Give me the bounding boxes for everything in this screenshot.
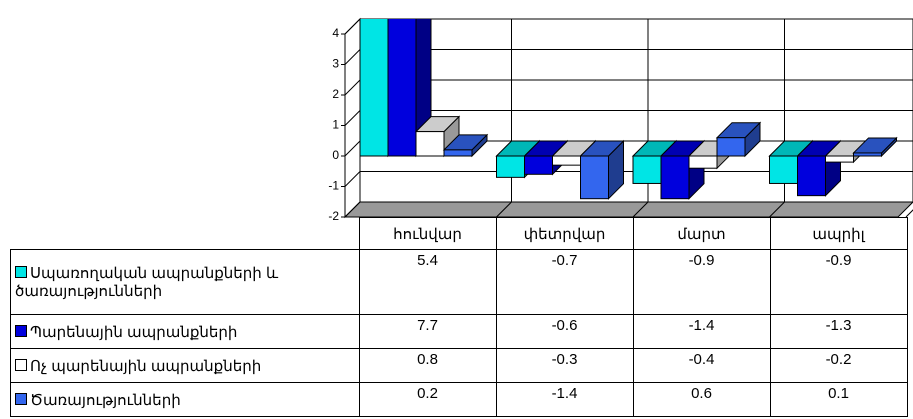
- legend-swatch: [15, 266, 27, 278]
- bar: [853, 152, 882, 157]
- bar: [716, 137, 746, 157]
- floor-divider: [905, 209, 913, 218]
- floor-divider: [632, 201, 649, 218]
- legend-swatch: [15, 324, 27, 337]
- legend-entry: Ծառայությունների: [10, 382, 360, 417]
- series-row: Ոչ պարենային ապրանքների 0.8 -0.3 -0.4 -0.2: [10, 348, 908, 383]
- bar: [387, 19, 417, 157]
- data-table: հունվար փետրվար մարտ ապրիլ Սպառողական ապրանք…: [10, 217, 908, 417]
- grid-line: [344, 171, 361, 187]
- bar: [415, 131, 445, 157]
- bar: [580, 155, 609, 200]
- y-tick-label: 0: [332, 148, 339, 162]
- bars: [359, 19, 898, 200]
- category-label: ապրիլ: [769, 217, 908, 250]
- value-cell: 0.8: [358, 348, 497, 383]
- grid-line: [344, 201, 361, 218]
- value-cell: -1.4: [632, 314, 771, 349]
- bar: [359, 19, 389, 157]
- value-cell: -1.3: [769, 314, 908, 349]
- bar: [632, 155, 662, 184]
- legend-swatch: [15, 392, 27, 405]
- legend-label: Սպառողական ապրանքների և ծառայությունների: [15, 265, 279, 300]
- value-cell: 7.7: [358, 314, 497, 349]
- value-cell: -0.2: [769, 348, 908, 383]
- legend-entry: Ոչ պարենային ապրանքների: [10, 348, 360, 383]
- floor: [343, 201, 913, 218]
- bar: [443, 149, 473, 157]
- grid-line: [344, 18, 361, 35]
- y-tick-label: 3: [332, 57, 339, 71]
- grid-line: [344, 140, 361, 157]
- grid-line: [344, 110, 361, 126]
- y-tick-label: 1: [332, 118, 339, 132]
- value-cell: -0.4: [632, 348, 771, 383]
- floor-divider: [769, 201, 785, 218]
- y-tick-label: 4: [332, 26, 339, 40]
- header-row: հունվար փետրվար մարտ ապրիլ: [10, 217, 908, 250]
- value-cell: -0.9: [632, 249, 771, 315]
- value-cell: -1.4: [495, 382, 634, 417]
- value-cell: 0.6: [632, 382, 771, 417]
- grid-line: [344, 79, 361, 96]
- value-cell: 0.1: [769, 382, 908, 417]
- bar: [769, 155, 798, 184]
- bar: [552, 155, 581, 166]
- y-tick-label: -2: [328, 209, 339, 223]
- grid-line: [344, 49, 361, 65]
- category-label: հունվար: [358, 217, 497, 250]
- bar: [825, 155, 854, 163]
- value-cell: 0.2: [358, 382, 497, 417]
- value-cell: -0.7: [495, 249, 634, 315]
- value-cell: -0.3: [495, 348, 634, 383]
- series-row: Սպառողական ապրանքների և ծառայությունների…: [10, 249, 908, 315]
- value-cell: -0.6: [495, 314, 634, 349]
- category-label: փետրվար: [495, 217, 634, 250]
- y-tick-label: 2: [332, 87, 339, 101]
- legend-entry: Պարենային ապրանքների: [10, 314, 360, 349]
- category-label: մարտ: [632, 217, 771, 250]
- legend-label: Ոչ պարենային ապրանքների: [30, 357, 262, 375]
- legend-swatch: [15, 358, 27, 371]
- legend-entry: Սպառողական ապրանքների և ծառայությունների: [10, 249, 360, 315]
- bar: [688, 155, 718, 169]
- value-cell: 5.4: [358, 249, 497, 315]
- legend-label: Պարենային ապրանքների: [30, 323, 238, 341]
- bar: [524, 155, 553, 175]
- value-cell: -0.9: [769, 249, 908, 315]
- corner: [10, 217, 360, 250]
- y-tick-label: -1: [328, 179, 339, 193]
- floor-divider: [496, 201, 512, 218]
- bar: [797, 155, 826, 197]
- series-row: Ծառայությունների 0.2 -1.4 0.6 0.1: [10, 382, 908, 417]
- bar: [660, 155, 690, 200]
- series-row: Պարենային ապրանքների 7.7 -0.6 -1.4 -1.3: [10, 314, 908, 349]
- bar: [496, 155, 525, 178]
- legend-label: Ծառայությունների: [30, 391, 181, 409]
